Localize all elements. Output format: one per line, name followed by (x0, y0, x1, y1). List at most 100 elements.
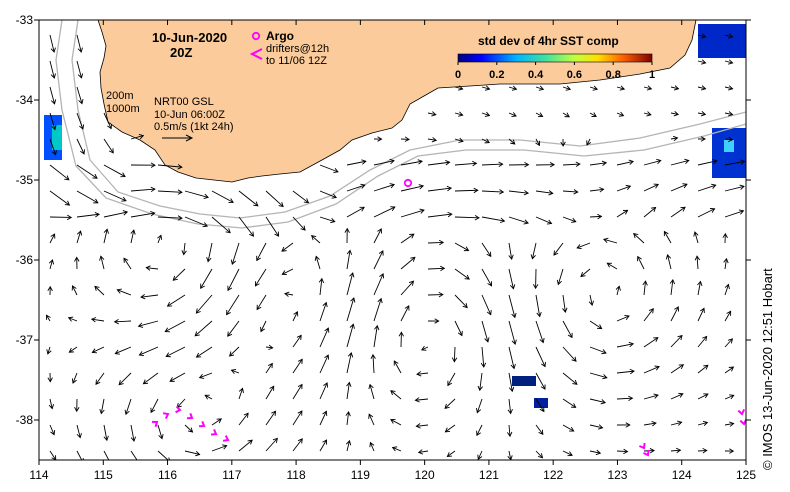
current-arrow (454, 111, 464, 117)
current-arrow (157, 164, 183, 170)
current-arrow (230, 242, 240, 265)
current-arrow (724, 209, 745, 218)
current-arrow (319, 190, 338, 199)
map-date: 10-Jun-2020 (152, 30, 227, 45)
current-arrow (157, 215, 183, 221)
current-arrow (508, 190, 530, 196)
current-arrow (697, 183, 717, 192)
drifter-chevron (186, 412, 194, 420)
current-arrow (116, 288, 132, 296)
x-tick-label: 114 (29, 468, 48, 482)
current-arrow (345, 439, 352, 452)
current-arrow (643, 337, 659, 348)
current-arrow (314, 255, 321, 270)
current-arrow (642, 280, 648, 296)
current-arrow (99, 255, 105, 270)
current-arrow (49, 424, 56, 436)
x-tick-label: 117 (222, 468, 241, 482)
y-tick-label: -36 (16, 253, 34, 267)
current-arrow (670, 158, 690, 166)
current-arrow (589, 346, 607, 355)
current-arrow (256, 294, 267, 311)
current-arrow (724, 338, 734, 348)
current-arrow (414, 397, 429, 403)
current-arrow (400, 208, 425, 218)
current-arrow (562, 450, 573, 457)
current-arrow (535, 112, 544, 118)
current-arrow (643, 206, 657, 218)
contour-200m (71, 20, 746, 219)
current-arrow (319, 327, 330, 348)
current-arrow (670, 420, 683, 426)
current-arrow (535, 138, 541, 147)
y-tick-label: -38 (16, 413, 34, 427)
current-arrow (103, 138, 114, 154)
argo-legend-icon (251, 31, 261, 41)
current-arrow (562, 398, 577, 408)
current-arrow (447, 372, 456, 387)
current-arrow (238, 387, 244, 400)
current-arrow (724, 448, 735, 454)
current-arrow (562, 320, 573, 339)
current-arrow (292, 216, 306, 231)
drifter-chevron (639, 442, 646, 450)
current-arrow (292, 311, 299, 322)
current-arrow (508, 372, 515, 393)
current-arrow (670, 206, 686, 218)
current-arrow (724, 136, 734, 143)
current-arrow (663, 230, 672, 244)
current-arrow (723, 257, 729, 270)
current-arrow (724, 33, 734, 39)
current-arrow (454, 242, 470, 252)
current-arrow (562, 216, 577, 223)
current-arrow (157, 189, 183, 195)
current-arrow (157, 234, 163, 244)
current-arrow (451, 346, 458, 363)
current-arrow (49, 138, 57, 156)
current-arrow (586, 138, 592, 146)
current-arrow (284, 291, 294, 297)
current-arrow (535, 450, 544, 459)
current-arrow (76, 138, 85, 155)
current-arrow (292, 383, 303, 400)
current-arrow (507, 450, 513, 460)
current-arrow (643, 393, 659, 400)
current-arrow (508, 138, 516, 145)
current-arrow (49, 60, 56, 79)
current-arrow (67, 316, 78, 322)
current-arrow (103, 190, 127, 202)
current-arrow (265, 216, 280, 237)
current-arrow (157, 424, 164, 440)
y-tick-label: -37 (16, 333, 34, 347)
current-arrow (427, 185, 453, 192)
x-tick-label: 125 (736, 468, 756, 482)
current-arrow (724, 184, 745, 192)
current-arrow (615, 285, 621, 296)
current-arrow (265, 362, 273, 374)
current-arrow (643, 111, 652, 117)
map-time: 20Z (170, 45, 192, 60)
drifter-legend-icon (249, 48, 263, 60)
current-arrow (260, 320, 267, 333)
current-arrow (227, 320, 240, 337)
current-arrow (530, 242, 537, 260)
current-arrow (562, 346, 577, 362)
current-arrow (670, 183, 688, 192)
current-arrow (211, 418, 223, 426)
current-arrow (165, 346, 186, 358)
current-arrow (670, 392, 684, 400)
current-arrow (637, 255, 645, 270)
contour-label-200m: 200m (106, 90, 134, 102)
current-arrow (697, 364, 709, 374)
current-arrow (616, 341, 635, 348)
product-name: NRT00 GSL (154, 96, 214, 108)
current-arrow (368, 383, 375, 400)
current-arrow (130, 424, 136, 442)
drifter-chevron (737, 409, 746, 416)
current-arrow (370, 353, 376, 374)
current-arrow (693, 231, 699, 244)
current-arrow (670, 306, 679, 322)
current-arrow (508, 268, 516, 290)
current-arrow (49, 164, 70, 181)
current-arrow (697, 85, 707, 91)
